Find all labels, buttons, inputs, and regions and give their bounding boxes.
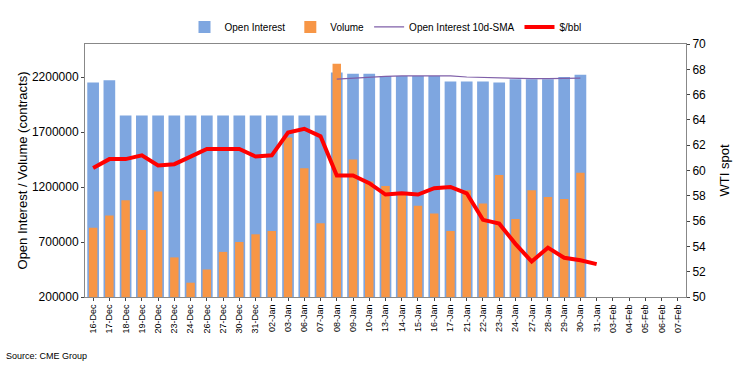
svg-text:Open Interest 10d-SMA: Open Interest 10d-SMA xyxy=(409,22,514,33)
svg-text:20-Dec: 20-Dec xyxy=(153,304,163,334)
svg-text:03-Jan: 03-Jan xyxy=(283,305,293,333)
svg-text:16-Jan: 16-Jan xyxy=(429,305,439,333)
svg-text:56: 56 xyxy=(692,214,706,228)
svg-text:Open Interest: Open Interest xyxy=(225,22,286,33)
svg-text:04-Feb: 04-Feb xyxy=(624,305,634,334)
svg-text:31-Dec: 31-Dec xyxy=(250,304,260,334)
svg-text:27-Dec: 27-Dec xyxy=(218,304,228,334)
svg-text:70: 70 xyxy=(692,37,706,51)
svg-text:50: 50 xyxy=(692,290,706,304)
svg-text:58: 58 xyxy=(692,189,706,203)
svg-text:10-Jan: 10-Jan xyxy=(364,305,374,333)
svg-text:54: 54 xyxy=(692,240,706,254)
svg-text:26-Dec: 26-Dec xyxy=(202,304,212,334)
svg-text:27-Jan: 27-Jan xyxy=(527,305,537,333)
svg-text:29-Jan: 29-Jan xyxy=(559,305,569,333)
svg-text:52: 52 xyxy=(692,265,706,279)
svg-text:22-Jan: 22-Jan xyxy=(478,305,488,333)
svg-text:60: 60 xyxy=(692,164,706,178)
svg-text:68: 68 xyxy=(692,63,706,77)
svg-text:30-Jan: 30-Jan xyxy=(575,305,585,333)
svg-text:02-Jan: 02-Jan xyxy=(267,305,277,333)
svg-text:1700000: 1700000 xyxy=(32,125,79,139)
svg-text:06-Jan: 06-Jan xyxy=(299,305,309,333)
svg-text:24-Jan: 24-Jan xyxy=(510,305,520,333)
svg-text:16-Dec: 16-Dec xyxy=(88,304,98,334)
svg-text:Open Interest / Volume (contra: Open Interest / Volume (contracts) xyxy=(15,72,30,270)
svg-text:$/bbl: $/bbl xyxy=(559,22,581,33)
svg-text:WTI spot: WTI spot xyxy=(717,144,732,196)
svg-text:64: 64 xyxy=(692,113,706,127)
svg-text:1200000: 1200000 xyxy=(32,180,79,194)
svg-text:14-Jan: 14-Jan xyxy=(397,305,407,333)
svg-text:700000: 700000 xyxy=(39,235,79,249)
svg-text:66: 66 xyxy=(692,88,706,102)
svg-text:2200000: 2200000 xyxy=(32,70,79,84)
svg-text:03-Feb: 03-Feb xyxy=(608,305,618,334)
svg-text:24-Dec: 24-Dec xyxy=(186,304,196,334)
svg-text:08-Jan: 08-Jan xyxy=(332,305,342,333)
svg-text:07-Jan: 07-Jan xyxy=(315,305,325,333)
svg-text:21-Jan: 21-Jan xyxy=(462,305,472,333)
svg-text:13-Jan: 13-Jan xyxy=(380,305,390,333)
svg-text:Source: CME Group: Source: CME Group xyxy=(6,351,87,361)
svg-text:23-Jan: 23-Jan xyxy=(494,305,504,333)
svg-text:23-Dec: 23-Dec xyxy=(169,304,179,334)
svg-text:200000: 200000 xyxy=(39,290,79,304)
svg-text:62: 62 xyxy=(692,138,706,152)
svg-text:17-Jan: 17-Jan xyxy=(445,305,455,333)
svg-text:09-Jan: 09-Jan xyxy=(348,305,358,333)
svg-text:30-Dec: 30-Dec xyxy=(234,304,244,334)
svg-text:17-Dec: 17-Dec xyxy=(104,304,114,334)
svg-text:15-Jan: 15-Jan xyxy=(413,305,423,333)
svg-text:18-Dec: 18-Dec xyxy=(121,304,131,334)
svg-text:28-Jan: 28-Jan xyxy=(543,305,553,333)
svg-text:31-Jan: 31-Jan xyxy=(592,305,602,333)
svg-text:Volume: Volume xyxy=(330,22,364,33)
svg-text:06-Feb: 06-Feb xyxy=(657,305,667,334)
svg-text:07-Feb: 07-Feb xyxy=(673,305,683,334)
svg-text:05-Feb: 05-Feb xyxy=(640,305,650,334)
svg-text:19-Dec: 19-Dec xyxy=(137,304,147,334)
